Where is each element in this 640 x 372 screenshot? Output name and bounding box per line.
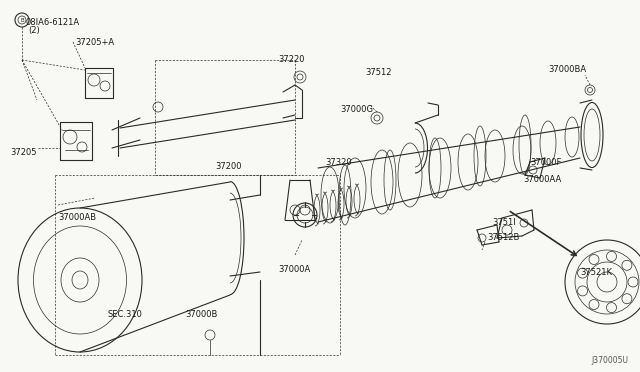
Text: 37000B: 37000B: [185, 310, 218, 319]
Text: 37200: 37200: [215, 162, 241, 171]
Text: 37220: 37220: [278, 55, 305, 64]
Text: 3751I: 3751I: [492, 218, 516, 227]
Text: J370005U: J370005U: [591, 356, 628, 365]
Text: 37205+A: 37205+A: [75, 38, 114, 47]
Text: 37512B: 37512B: [487, 233, 520, 242]
Text: 37205: 37205: [10, 148, 36, 157]
Text: 37000A: 37000A: [278, 265, 310, 274]
Text: 08IA6-6121A: 08IA6-6121A: [25, 18, 79, 27]
Ellipse shape: [18, 208, 142, 352]
Text: 37000BA: 37000BA: [548, 65, 586, 74]
Text: B: B: [20, 17, 24, 22]
Text: 37000AB: 37000AB: [58, 213, 96, 222]
Text: 37320: 37320: [325, 158, 351, 167]
Text: SEC.310: SEC.310: [108, 310, 143, 319]
Text: 37000AA: 37000AA: [523, 175, 561, 184]
Text: (2): (2): [28, 26, 40, 35]
Text: 37000G: 37000G: [340, 105, 373, 114]
Text: 37521K: 37521K: [580, 268, 612, 277]
Text: 37512: 37512: [365, 68, 392, 77]
Text: 37000F: 37000F: [530, 158, 561, 167]
